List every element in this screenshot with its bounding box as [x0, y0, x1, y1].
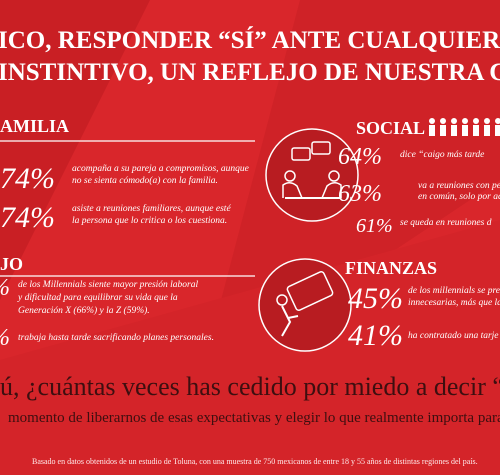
item-text: dice “caigo más tarde [400, 150, 484, 160]
percent: 61% [356, 215, 393, 237]
item-text: y dificultad para equilibrar su vida que… [17, 292, 178, 303]
footnote: Basado en datos obtenidos de un estudio … [32, 457, 478, 466]
percent: 41% [348, 319, 403, 352]
item-text: en común, solo por acep [418, 192, 500, 202]
percent: % [0, 325, 10, 351]
section-heading: AMILIA [0, 116, 69, 136]
people-icons [429, 118, 500, 136]
percent: 74% [0, 162, 55, 195]
item-text: de los Millennials siente mayor presión … [18, 280, 198, 290]
item-text: trabaja hasta tarde sacrificando planes … [18, 332, 214, 343]
item-text: ha contratado una tarje [408, 331, 499, 341]
item-text: innecesarias, más que la [408, 298, 500, 308]
section-heading: JO [0, 254, 23, 274]
item-text: no se sienta cómodo(a) con la familia. [72, 175, 218, 186]
meeting-icon [265, 128, 359, 222]
item-text: va a reuniones con pe [418, 181, 500, 191]
item-text: Generación X (66%) y la Z (59%). [18, 305, 150, 316]
finance-icon [258, 258, 352, 352]
title-line: INSTINTIVO, UN REFLEJO DE NUESTRA CU [0, 59, 500, 86]
item-text: acompaña a su pareja a compromisos, aunq… [72, 164, 249, 174]
percent: 45% [348, 282, 403, 315]
item-text: de los millennials se preoc [408, 286, 500, 296]
closing-text: momento de liberarnos de esas expectativ… [8, 410, 500, 426]
question: ú, ¿cuántas veces has cedido por miedo a… [0, 372, 500, 401]
percent: 74% [0, 201, 55, 234]
title-line: ICO, RESPONDER “SÍ” ANTE CUALQUIER PRI [0, 26, 500, 54]
item-text: asiste a reuniones familiares, aunque es… [72, 203, 231, 214]
item-text: se queda en reuniones d [400, 218, 492, 228]
percent: % [0, 275, 10, 301]
item-text: la persona que lo critica o los cuestion… [72, 216, 227, 226]
section-heading: FINANZAS [345, 258, 437, 278]
percent: 63% [338, 181, 382, 207]
section-heading: SOCIAL [356, 118, 425, 138]
percent: 64% [338, 144, 382, 170]
